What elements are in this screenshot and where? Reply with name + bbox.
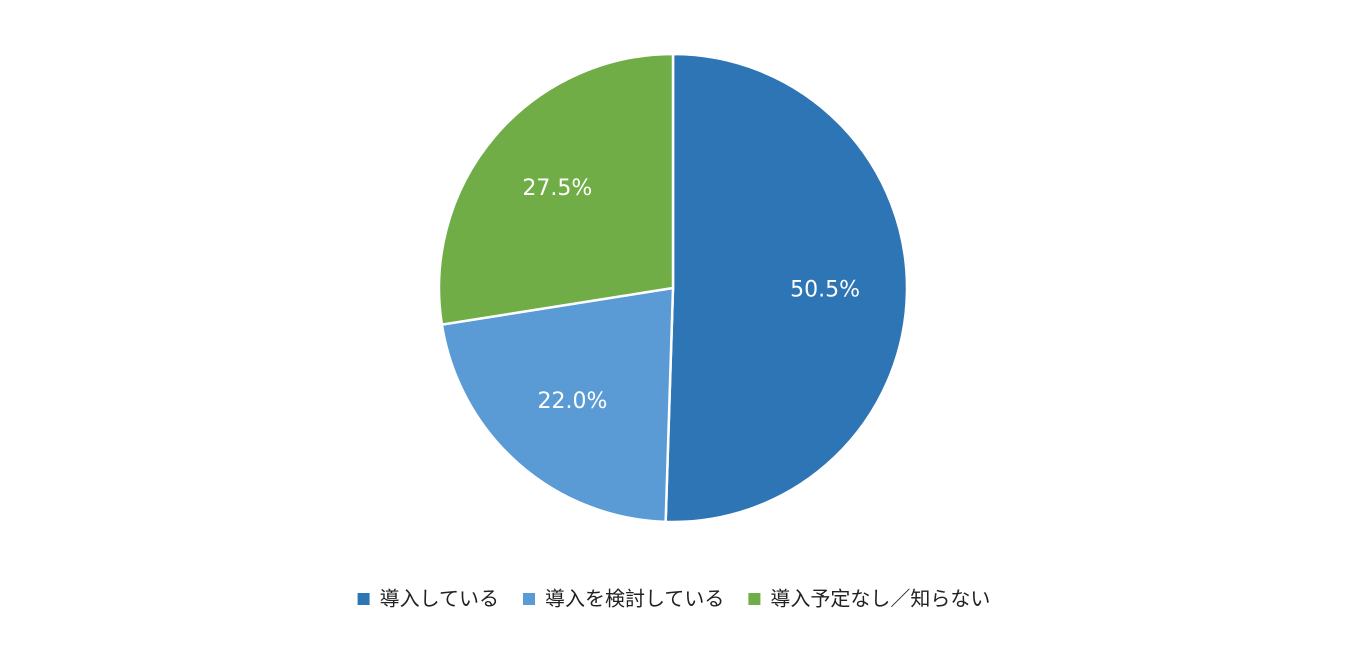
legend-label: 導入予定なし／知らない [770, 587, 990, 611]
value-label: 50.5% [790, 277, 860, 302]
legend-marker [357, 593, 370, 605]
legend-label: 導入を検討している [545, 587, 724, 611]
pie-slice [437, 52, 675, 327]
pie-slice [440, 286, 675, 524]
legend-marker [523, 593, 535, 605]
legend-label: 導入している [380, 587, 499, 611]
value-label: 22.0% [537, 389, 607, 414]
pie-slice [664, 52, 909, 524]
legend-marker [748, 593, 761, 605]
value-label: 27.5% [522, 176, 592, 201]
